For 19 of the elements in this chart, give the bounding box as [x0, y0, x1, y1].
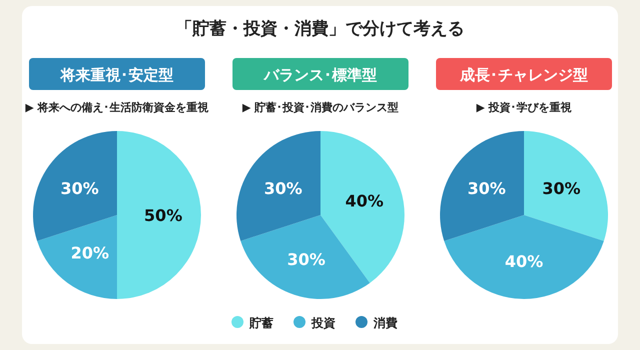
data-label: 30% — [542, 178, 581, 198]
chart-subtitle: ▶ 貯蓄･投資･消費のバランス型 — [242, 101, 399, 114]
data-label: 20% — [70, 243, 109, 262]
data-label: 40% — [345, 192, 384, 211]
legend-label: 投資 — [310, 316, 336, 330]
text: 「貯蓄・投資・消費」で分けて考える — [176, 19, 464, 39]
data-label: 50% — [144, 206, 182, 225]
data-label: 30% — [60, 178, 99, 198]
legend-label: 消費 — [372, 316, 398, 330]
chart-title: バランス･標準型 — [263, 66, 377, 84]
data-label: 30% — [287, 250, 326, 269]
chart-title: 成長･チャレンジ型 — [459, 66, 588, 84]
data-label: 30% — [467, 178, 506, 198]
chart-subtitle: ▶ 投資･学びを重視 — [476, 101, 573, 114]
chart-title: 将来重視･安定型 — [60, 66, 174, 84]
data-label: 30% — [264, 178, 302, 198]
data-label: 40% — [504, 252, 544, 272]
chart-subtitle: ▶ 将来への備え･生活防衛資金を重視 — [25, 101, 210, 114]
legend-label: 貯蓄 — [248, 316, 274, 330]
